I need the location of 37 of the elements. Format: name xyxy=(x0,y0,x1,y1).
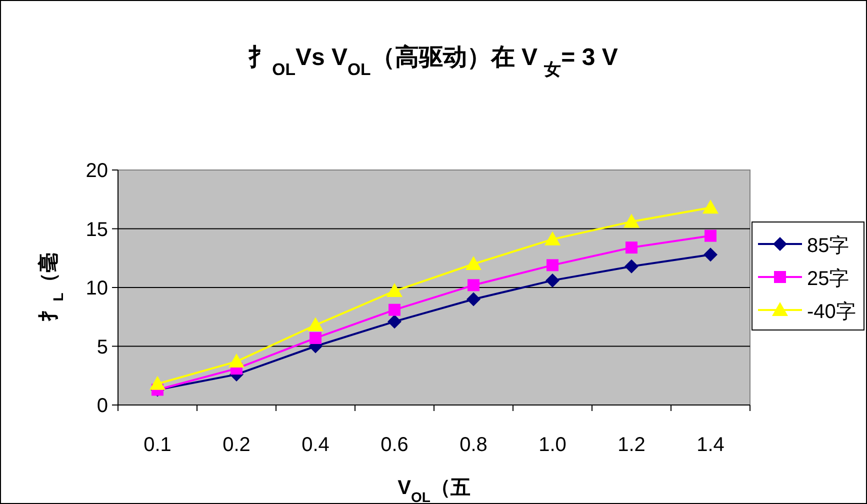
x-tick-label: 0.4 xyxy=(302,434,330,456)
point xyxy=(624,259,638,274)
x-axis-title: V$_{OL}$（五 xyxy=(398,477,470,504)
point xyxy=(544,231,560,246)
point xyxy=(466,256,482,270)
chart-title: 扌$_{OL}$Vs V$_{OL}$（高驱动）在 V $_{女}$= 3 V xyxy=(248,43,618,78)
point xyxy=(308,317,324,332)
x-tick-label: 0.2 xyxy=(222,434,250,456)
x-tick-label: 1.2 xyxy=(618,434,646,456)
y-tick-label: 5 xyxy=(96,336,108,358)
y-tick-label: 20 xyxy=(86,160,108,182)
point xyxy=(546,273,560,288)
point xyxy=(150,376,166,390)
point xyxy=(704,230,716,242)
x-tick-label: 1.4 xyxy=(696,434,724,456)
y-tick-label: 0 xyxy=(96,395,108,417)
x-tick-label: 1.0 xyxy=(538,434,566,456)
point xyxy=(228,354,244,368)
legend-label: -40字 xyxy=(807,300,856,323)
point xyxy=(626,242,638,254)
point xyxy=(388,314,402,329)
y-tick-label: 10 xyxy=(86,278,108,300)
y-tick-label: 15 xyxy=(86,218,108,241)
point xyxy=(310,332,322,344)
point xyxy=(386,283,402,298)
x-tick-label: 0.6 xyxy=(380,434,408,456)
point xyxy=(388,304,400,316)
point xyxy=(624,214,640,228)
point xyxy=(704,248,718,262)
point xyxy=(702,200,718,214)
legend-label: 85字 xyxy=(807,234,850,257)
point xyxy=(468,279,480,292)
point xyxy=(466,292,480,306)
point xyxy=(546,259,558,272)
x-tick-label: 0.1 xyxy=(144,434,172,456)
legend-label: 25字 xyxy=(807,267,850,290)
x-tick-label: 0.8 xyxy=(460,434,488,456)
